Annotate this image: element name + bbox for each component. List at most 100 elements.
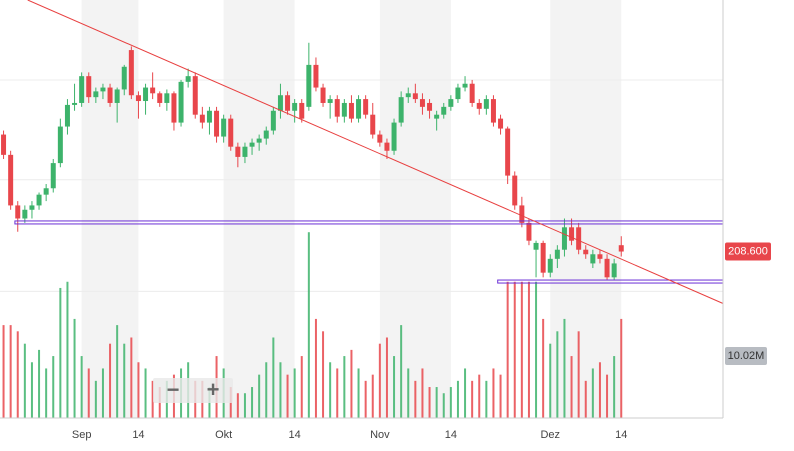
candle-body xyxy=(185,76,191,82)
volume-bar xyxy=(30,362,33,418)
volume-bar xyxy=(251,387,254,418)
volume-bar xyxy=(485,380,488,418)
candle-body xyxy=(277,95,283,111)
volume-bar xyxy=(236,393,239,418)
volume-bar xyxy=(87,368,90,418)
candle-body xyxy=(206,110,212,123)
volume-bar xyxy=(16,331,19,418)
x-tick-label: Nov xyxy=(370,429,390,441)
candle-body xyxy=(455,87,461,100)
candle-body xyxy=(384,142,390,151)
candle-body xyxy=(72,102,78,105)
candle-body xyxy=(462,83,468,88)
candle-body xyxy=(199,114,205,123)
candle-body xyxy=(100,87,106,92)
volume-bar xyxy=(542,318,545,418)
candle-body xyxy=(114,89,120,103)
volume-bar xyxy=(492,368,495,418)
candle-body xyxy=(583,249,589,255)
candle-body xyxy=(597,254,603,259)
period-shade xyxy=(223,0,295,418)
volume-bar xyxy=(400,325,403,418)
candle-body xyxy=(263,130,269,139)
candle-body xyxy=(476,102,482,109)
volume-bar xyxy=(449,387,452,418)
volume-bar xyxy=(385,337,388,418)
candle-body xyxy=(370,114,376,135)
candle-body xyxy=(299,102,305,119)
volume-marker-label: 10.02M xyxy=(728,350,765,362)
candle-body xyxy=(412,93,418,100)
candle-body xyxy=(483,99,489,109)
candle-body xyxy=(604,258,610,278)
candle-body xyxy=(512,175,518,206)
volume-bar xyxy=(45,368,48,418)
candle-body xyxy=(256,138,262,143)
period-shade xyxy=(379,0,451,418)
x-tick-label: Okt xyxy=(215,429,232,441)
volume-marker-box xyxy=(725,346,767,365)
candle-body xyxy=(540,242,546,273)
period-shade xyxy=(550,0,622,418)
candle-body xyxy=(377,134,383,143)
volume-bar xyxy=(478,374,481,418)
candle-body xyxy=(590,254,596,264)
volume-bar xyxy=(66,281,69,418)
trend-line xyxy=(27,0,723,304)
x-tick-label: Dez xyxy=(540,429,560,441)
volume-bar xyxy=(279,362,282,418)
volume-bar xyxy=(613,356,616,418)
volume-bar xyxy=(94,380,97,418)
candle-body xyxy=(79,76,85,103)
volume-bar xyxy=(357,368,360,418)
x-tick-label: 14 xyxy=(289,429,301,441)
volume-bar xyxy=(556,331,559,418)
candle-body xyxy=(327,99,333,103)
candle-body xyxy=(93,91,99,98)
x-tick-label: 14 xyxy=(615,429,627,441)
volume-bar xyxy=(52,356,55,418)
candle-body xyxy=(292,102,298,111)
candle-body xyxy=(618,245,624,252)
candle-body xyxy=(419,99,425,107)
candle-body xyxy=(405,93,411,98)
candle-body xyxy=(164,93,170,103)
candle-body xyxy=(498,118,504,129)
zoom-in-button[interactable]: + xyxy=(207,377,220,402)
candle-body xyxy=(554,249,560,259)
volume-bar xyxy=(428,387,431,418)
candle-body xyxy=(391,122,397,151)
candle-body xyxy=(611,263,617,278)
candle-body xyxy=(192,76,198,115)
candle-body xyxy=(64,104,70,127)
zoom-out-button[interactable]: − xyxy=(167,377,180,402)
volume-bar xyxy=(598,362,601,418)
candle-body xyxy=(135,95,141,102)
candle-body xyxy=(448,99,454,107)
volume-bar xyxy=(130,337,133,418)
volume-bar xyxy=(59,287,62,418)
candle-body xyxy=(313,64,319,88)
candle-body xyxy=(533,242,539,250)
candle-body xyxy=(427,102,433,111)
candle-body xyxy=(36,194,42,206)
volume-bar xyxy=(293,368,296,418)
candle-body xyxy=(22,209,28,219)
candle-body xyxy=(398,97,404,123)
volume-bar xyxy=(378,343,381,418)
volume-bar xyxy=(307,232,310,418)
volume-bar xyxy=(421,368,424,418)
candle-body xyxy=(107,87,113,103)
candle-body xyxy=(306,64,312,107)
x-tick-label: Sep xyxy=(72,429,92,441)
volume-bar xyxy=(471,380,474,418)
volume-bar xyxy=(2,325,5,418)
volume-bar xyxy=(9,325,12,418)
x-tick-label: 14 xyxy=(445,429,457,441)
candle-body xyxy=(285,95,291,111)
candle-body xyxy=(320,87,326,103)
candle-body xyxy=(505,128,511,176)
candle-body xyxy=(150,87,156,94)
candle-body xyxy=(441,106,447,115)
